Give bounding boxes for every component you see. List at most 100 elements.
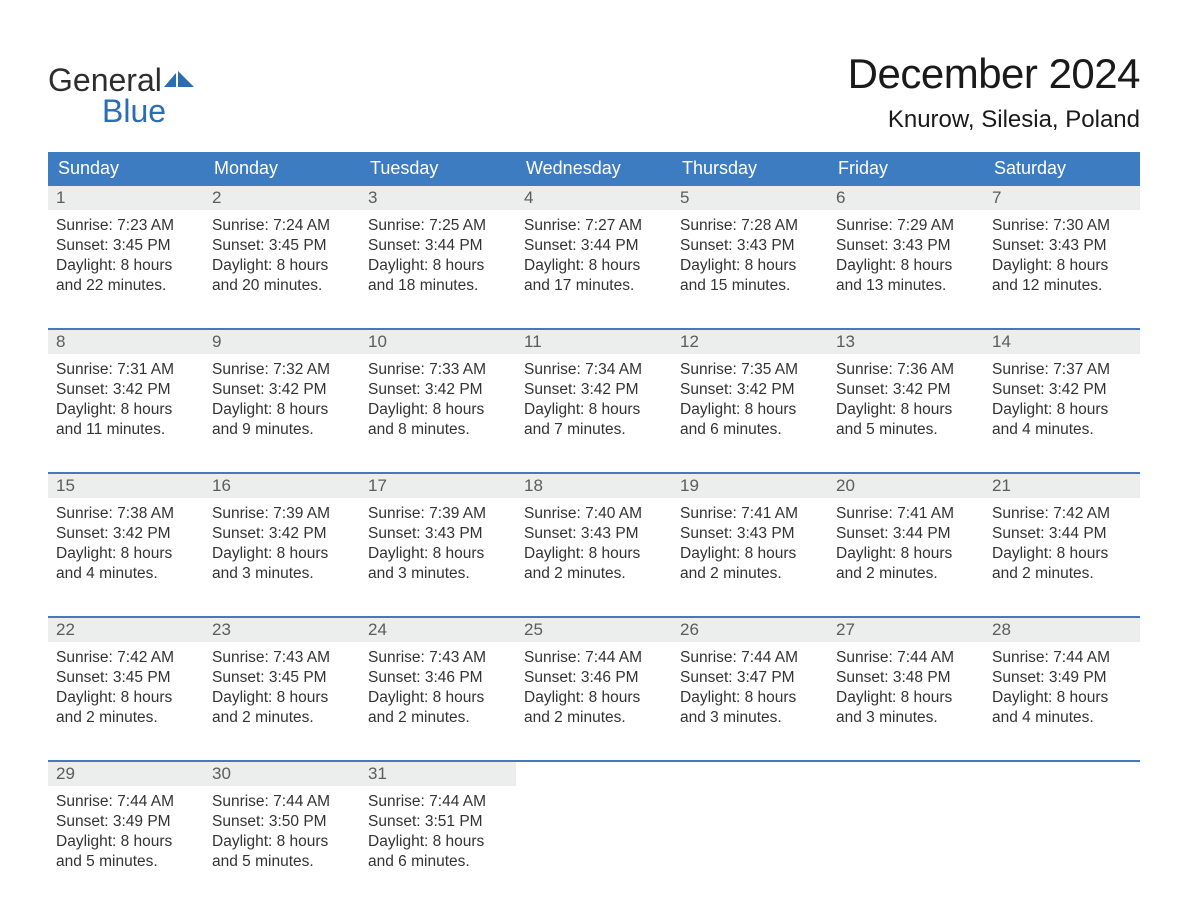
title-block: December 2024 Knurow, Silesia, Poland [848, 50, 1140, 134]
day-cell: 7Sunrise: 7:30 AMSunset: 3:43 PMDaylight… [984, 186, 1140, 314]
day-line-ss: Sunset: 3:46 PM [368, 668, 508, 688]
day-line-d2: and 5 minutes. [56, 852, 196, 872]
day-line-d2: and 3 minutes. [212, 564, 352, 584]
day-line-ss: Sunset: 3:46 PM [524, 668, 664, 688]
day-cell: 9Sunrise: 7:32 AMSunset: 3:42 PMDaylight… [204, 330, 360, 458]
day-header-fri: Friday [828, 152, 984, 186]
logo-word2: Blue [102, 93, 194, 130]
day-header-mon: Monday [204, 152, 360, 186]
day-content: Sunrise: 7:34 AMSunset: 3:42 PMDaylight:… [516, 354, 672, 445]
day-line-d1: Daylight: 8 hours [836, 256, 976, 276]
day-line-d1: Daylight: 8 hours [836, 544, 976, 564]
day-number: 17 [360, 474, 516, 498]
day-line-ss: Sunset: 3:42 PM [56, 524, 196, 544]
week-row: 15Sunrise: 7:38 AMSunset: 3:42 PMDayligh… [48, 472, 1140, 602]
day-line-d2: and 4 minutes. [992, 420, 1132, 440]
day-line-d1: Daylight: 8 hours [56, 688, 196, 708]
day-line-sr: Sunrise: 7:41 AM [836, 504, 976, 524]
day-cell [516, 762, 672, 890]
day-content: Sunrise: 7:42 AMSunset: 3:44 PMDaylight:… [984, 498, 1140, 589]
day-line-ss: Sunset: 3:44 PM [524, 236, 664, 256]
day-number: 11 [516, 330, 672, 354]
day-line-ss: Sunset: 3:43 PM [680, 524, 820, 544]
day-cell: 28Sunrise: 7:44 AMSunset: 3:49 PMDayligh… [984, 618, 1140, 746]
day-content: Sunrise: 7:23 AMSunset: 3:45 PMDaylight:… [48, 210, 204, 301]
day-content: Sunrise: 7:36 AMSunset: 3:42 PMDaylight:… [828, 354, 984, 445]
day-line-d1: Daylight: 8 hours [680, 544, 820, 564]
day-number: 30 [204, 762, 360, 786]
day-line-d1: Daylight: 8 hours [992, 400, 1132, 420]
day-cell: 13Sunrise: 7:36 AMSunset: 3:42 PMDayligh… [828, 330, 984, 458]
day-number: 6 [828, 186, 984, 210]
day-number: 29 [48, 762, 204, 786]
day-cell: 12Sunrise: 7:35 AMSunset: 3:42 PMDayligh… [672, 330, 828, 458]
month-title: December 2024 [848, 50, 1140, 98]
week-row: 22Sunrise: 7:42 AMSunset: 3:45 PMDayligh… [48, 616, 1140, 746]
day-line-d2: and 2 minutes. [992, 564, 1132, 584]
day-content: Sunrise: 7:37 AMSunset: 3:42 PMDaylight:… [984, 354, 1140, 445]
day-line-ss: Sunset: 3:45 PM [56, 668, 196, 688]
day-line-ss: Sunset: 3:49 PM [56, 812, 196, 832]
day-content: Sunrise: 7:41 AMSunset: 3:43 PMDaylight:… [672, 498, 828, 589]
day-content: Sunrise: 7:30 AMSunset: 3:43 PMDaylight:… [984, 210, 1140, 301]
day-cell: 26Sunrise: 7:44 AMSunset: 3:47 PMDayligh… [672, 618, 828, 746]
day-number: 3 [360, 186, 516, 210]
day-line-ss: Sunset: 3:44 PM [992, 524, 1132, 544]
day-line-d1: Daylight: 8 hours [680, 688, 820, 708]
day-line-sr: Sunrise: 7:35 AM [680, 360, 820, 380]
day-line-d2: and 5 minutes. [836, 420, 976, 440]
day-line-d1: Daylight: 8 hours [368, 256, 508, 276]
day-line-sr: Sunrise: 7:39 AM [368, 504, 508, 524]
day-cell: 3Sunrise: 7:25 AMSunset: 3:44 PMDaylight… [360, 186, 516, 314]
day-content: Sunrise: 7:39 AMSunset: 3:42 PMDaylight:… [204, 498, 360, 589]
day-line-sr: Sunrise: 7:44 AM [836, 648, 976, 668]
day-content: Sunrise: 7:44 AMSunset: 3:49 PMDaylight:… [48, 786, 204, 877]
day-line-d2: and 12 minutes. [992, 276, 1132, 296]
day-line-sr: Sunrise: 7:44 AM [368, 792, 508, 812]
day-content: Sunrise: 7:33 AMSunset: 3:42 PMDaylight:… [360, 354, 516, 445]
day-line-ss: Sunset: 3:44 PM [368, 236, 508, 256]
day-line-d2: and 2 minutes. [212, 708, 352, 728]
day-line-d1: Daylight: 8 hours [992, 544, 1132, 564]
day-cell: 21Sunrise: 7:42 AMSunset: 3:44 PMDayligh… [984, 474, 1140, 602]
day-line-d2: and 2 minutes. [524, 708, 664, 728]
day-header-wed: Wednesday [516, 152, 672, 186]
day-line-ss: Sunset: 3:43 PM [836, 236, 976, 256]
day-line-d1: Daylight: 8 hours [212, 256, 352, 276]
day-number: 22 [48, 618, 204, 642]
day-line-d2: and 5 minutes. [212, 852, 352, 872]
day-line-d2: and 8 minutes. [368, 420, 508, 440]
day-line-d1: Daylight: 8 hours [680, 400, 820, 420]
day-line-ss: Sunset: 3:42 PM [212, 524, 352, 544]
day-line-sr: Sunrise: 7:34 AM [524, 360, 664, 380]
day-cell: 10Sunrise: 7:33 AMSunset: 3:42 PMDayligh… [360, 330, 516, 458]
day-line-sr: Sunrise: 7:28 AM [680, 216, 820, 236]
day-line-sr: Sunrise: 7:37 AM [992, 360, 1132, 380]
day-line-ss: Sunset: 3:48 PM [836, 668, 976, 688]
day-line-ss: Sunset: 3:45 PM [212, 668, 352, 688]
day-number: 26 [672, 618, 828, 642]
day-content: Sunrise: 7:44 AMSunset: 3:47 PMDaylight:… [672, 642, 828, 733]
day-number: 5 [672, 186, 828, 210]
day-line-ss: Sunset: 3:42 PM [368, 380, 508, 400]
day-line-d1: Daylight: 8 hours [368, 832, 508, 852]
day-number: 28 [984, 618, 1140, 642]
day-number: 21 [984, 474, 1140, 498]
day-line-d2: and 6 minutes. [368, 852, 508, 872]
day-line-d1: Daylight: 8 hours [524, 256, 664, 276]
day-line-sr: Sunrise: 7:27 AM [524, 216, 664, 236]
week-row: 1Sunrise: 7:23 AMSunset: 3:45 PMDaylight… [48, 186, 1140, 314]
day-line-d1: Daylight: 8 hours [56, 832, 196, 852]
day-line-d2: and 2 minutes. [368, 708, 508, 728]
day-cell: 18Sunrise: 7:40 AMSunset: 3:43 PMDayligh… [516, 474, 672, 602]
day-line-sr: Sunrise: 7:43 AM [212, 648, 352, 668]
day-line-ss: Sunset: 3:44 PM [836, 524, 976, 544]
day-line-ss: Sunset: 3:42 PM [992, 380, 1132, 400]
day-number: 23 [204, 618, 360, 642]
day-line-ss: Sunset: 3:50 PM [212, 812, 352, 832]
day-header-row: Sunday Monday Tuesday Wednesday Thursday… [48, 152, 1140, 186]
day-line-d2: and 17 minutes. [524, 276, 664, 296]
day-line-sr: Sunrise: 7:42 AM [992, 504, 1132, 524]
day-number: 25 [516, 618, 672, 642]
day-content: Sunrise: 7:44 AMSunset: 3:46 PMDaylight:… [516, 642, 672, 733]
